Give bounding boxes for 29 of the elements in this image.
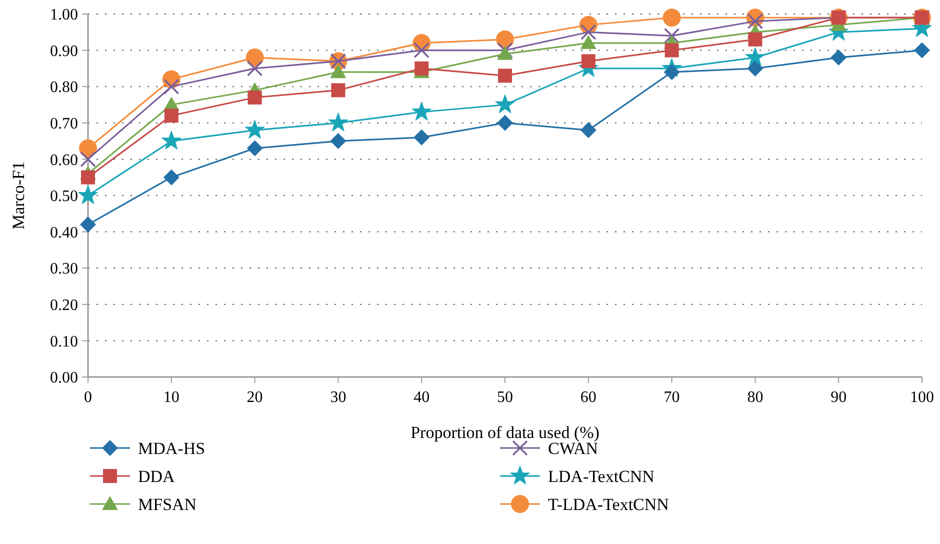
y-tick-label: 0.10 [50,333,78,350]
legend-label: MFSAN [138,494,197,514]
y-tick-label: 0.20 [50,297,78,314]
y-tick-label: 0.30 [50,260,78,278]
x-tick-label: 50 [497,389,513,406]
y-tick-label: 0.80 [50,79,78,96]
x-tick-label: 10 [163,389,180,406]
x-tick-label: 100 [910,389,934,406]
x-tick-label: 30 [330,389,346,406]
y-tick-label: 0.00 [50,370,78,387]
y-tick-label: 1.00 [50,6,78,24]
x-tick-label: 80 [747,389,764,406]
x-tick-label: 0 [84,389,92,406]
legend-label: DDA [138,466,176,486]
y-axis-title: Marco-F1 [9,162,28,230]
x-tick-label: 70 [664,389,680,406]
y-tick-label: 0.70 [50,116,78,132]
y-tick-label: 0.40 [50,224,78,242]
legend-label: T-LDA-TextCNN [548,494,669,514]
y-tick-label: 0.90 [50,42,78,60]
y-tick-label: 0.50 [50,188,78,206]
x-tick-label: 40 [414,389,430,406]
x-tick-label: 20 [246,389,263,406]
legend-label: MDA-HS [138,438,206,458]
y-tick-label: 0.60 [50,152,78,169]
x-axis-title: Proportion of data used (%) [410,423,600,442]
x-tick-label: 90 [830,389,847,406]
legend-label: LDA-TextCNN [548,466,654,486]
x-tick-label: 60 [580,389,596,406]
